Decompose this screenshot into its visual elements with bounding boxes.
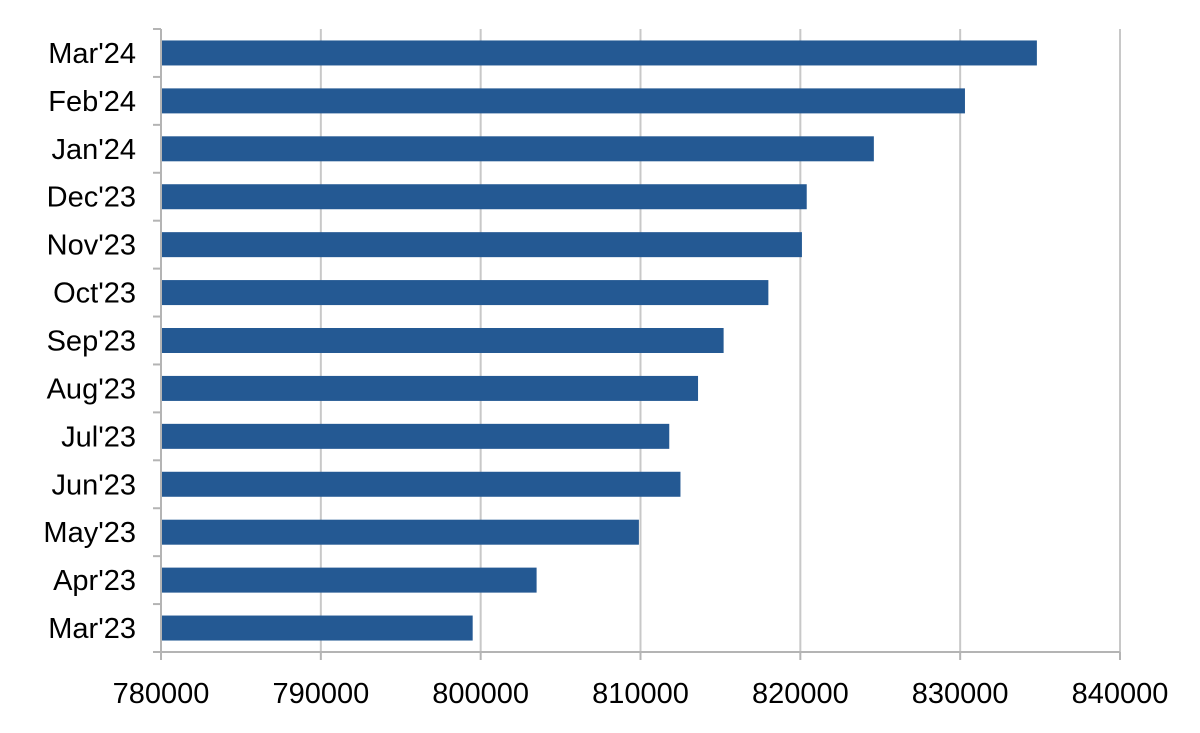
axes — [153, 28, 1121, 660]
bar — [162, 280, 769, 306]
bar — [162, 519, 639, 545]
x-tick-label: 830000 — [912, 678, 1009, 710]
y-tick-label: Apr'23 — [53, 565, 136, 597]
bar — [162, 40, 1037, 66]
x-tick-label: 780000 — [113, 678, 210, 710]
bars — [162, 40, 1037, 641]
y-tick-label: Sep'23 — [47, 326, 136, 358]
y-tick-label: May'23 — [43, 517, 136, 549]
bar — [162, 423, 670, 449]
labels: Mar'23 Apr'23 May'23 Jun'23 Jul'23 Aug'23 Sep'… — [43, 38, 1168, 710]
bar — [162, 375, 699, 401]
y-tick-label: Jul'23 — [61, 421, 136, 453]
x-tick-label: 840000 — [1072, 678, 1169, 710]
y-tick-label: Jun'23 — [51, 469, 136, 501]
bar — [162, 615, 473, 641]
y-tick-label: Mar'24 — [48, 38, 136, 70]
bar — [162, 232, 802, 258]
y-tick-label: Aug'23 — [47, 373, 136, 405]
x-tick-label: 820000 — [752, 678, 849, 710]
bar — [162, 328, 724, 353]
y-tick-label: Nov'23 — [47, 230, 136, 262]
y-tick-label: Dec'23 — [47, 182, 136, 214]
y-tick-label: Oct'23 — [53, 278, 136, 310]
y-tick-label: Jan'24 — [51, 134, 136, 166]
y-tick-label: Mar'23 — [48, 613, 136, 645]
y-tick-label: Feb'24 — [48, 86, 136, 118]
x-tick-label: 810000 — [592, 678, 689, 710]
x-tick-label: 790000 — [272, 678, 369, 710]
bar — [162, 184, 807, 210]
bar — [162, 88, 965, 114]
x-tick-label: 800000 — [432, 678, 529, 710]
bar — [162, 567, 537, 593]
bar — [162, 136, 874, 162]
bar — [162, 471, 681, 497]
